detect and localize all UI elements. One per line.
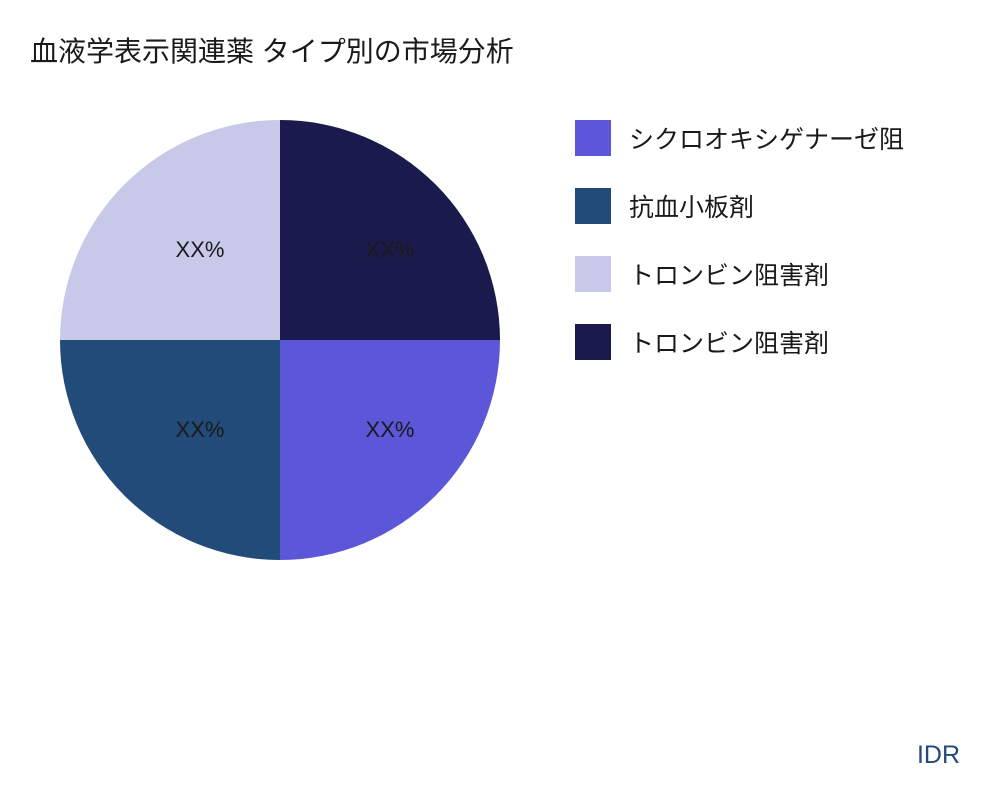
legend-label-2: トロンビン阻害剤: [629, 256, 829, 292]
legend-swatch-0: [575, 120, 611, 156]
legend-item-2: トロンビン阻害剤: [575, 256, 904, 292]
pie-chart: XX% XX% XX% XX%: [60, 120, 500, 560]
chart-title: 血液学表示関連薬 タイプ別の市場分析: [30, 30, 514, 70]
pie-slice-3: [60, 120, 280, 340]
legend-swatch-3: [575, 324, 611, 360]
legend-item-1: 抗血小板剤: [575, 188, 904, 224]
pie-slice-0: [280, 120, 500, 340]
pie-slice-1: [280, 340, 500, 560]
legend-item-3: トロンビン阻害剤: [575, 324, 904, 360]
legend-swatch-1: [575, 188, 611, 224]
footer-attribution: IDR: [917, 741, 960, 770]
pie-svg: [60, 120, 500, 560]
pie-slice-2: [60, 340, 280, 560]
legend-label-1: 抗血小板剤: [629, 188, 754, 224]
legend-item-0: シクロオキシゲナーゼ阻: [575, 120, 904, 156]
slice-label-2: XX%: [176, 417, 225, 443]
slice-label-3: XX%: [176, 237, 225, 263]
legend-swatch-2: [575, 256, 611, 292]
legend: シクロオキシゲナーゼ阻抗血小板剤トロンビン阻害剤トロンビン阻害剤: [575, 120, 904, 392]
slice-label-0: XX%: [366, 237, 415, 263]
slice-label-1: XX%: [366, 417, 415, 443]
legend-label-0: シクロオキシゲナーゼ阻: [629, 120, 904, 156]
legend-label-3: トロンビン阻害剤: [629, 324, 829, 360]
